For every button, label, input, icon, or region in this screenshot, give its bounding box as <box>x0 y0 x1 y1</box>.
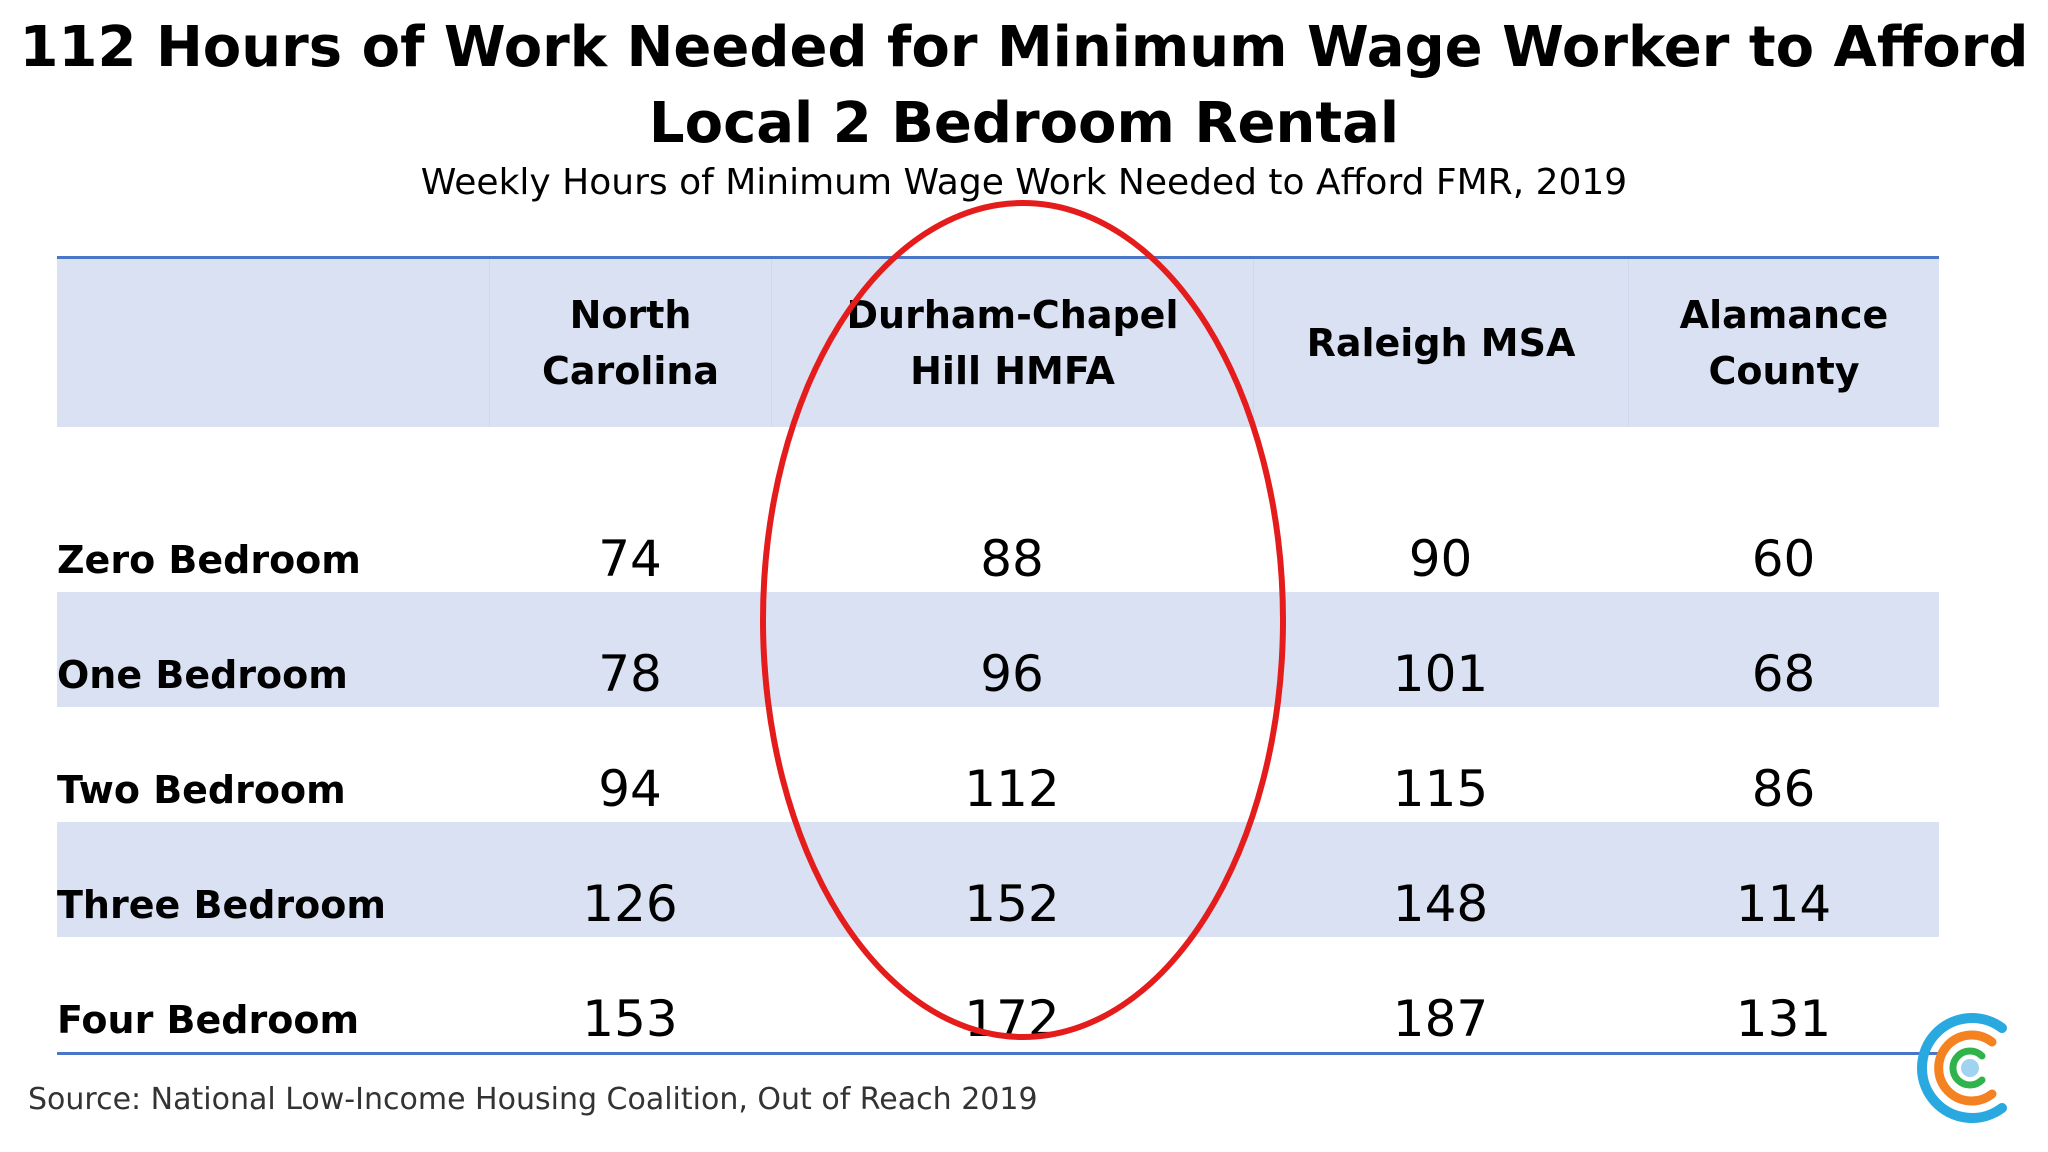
organization-logo-icon <box>1917 1013 2007 1123</box>
value-cell: 96 <box>980 645 1044 703</box>
header-cell-raleigh-msa: Raleigh MSA <box>1253 259 1628 427</box>
header-line: Durham-Chapel <box>846 293 1179 337</box>
value-cell: 101 <box>1392 645 1489 703</box>
table-spacer <box>57 427 1939 477</box>
header-line: Hill HMFA <box>910 349 1115 393</box>
header-line: Alamance <box>1679 293 1889 337</box>
value-cell: 187 <box>1392 990 1489 1048</box>
table-header-row: North Carolina Durham-Chapel Hill HMFA Ral… <box>57 259 1939 427</box>
value-cell: 74 <box>598 530 662 588</box>
value-cell: 94 <box>598 760 662 818</box>
row-label: Four Bedroom <box>57 998 360 1042</box>
row-label: One Bedroom <box>57 653 348 697</box>
table-row: One Bedroom 78 96 101 68 <box>57 592 1939 707</box>
value-cell: 86 <box>1751 760 1816 818</box>
table-row: Three Bedroom 126 152 148 114 <box>57 822 1939 937</box>
table-row: Four Bedroom 153 172 187 131 <box>57 937 1939 1055</box>
value-cell: 131 <box>1735 990 1832 1048</box>
table-row: Two Bedroom 94 112 115 86 <box>57 707 1939 822</box>
value-cell: 112 <box>964 760 1060 818</box>
data-table: North Carolina Durham-Chapel Hill HMFA Ral… <box>57 256 1939 1055</box>
value-cell: 88 <box>980 530 1044 588</box>
value-cell: 78 <box>598 645 662 703</box>
row-label: Three Bedroom <box>57 883 386 927</box>
header-cell-durham-chapel-hill: Durham-Chapel Hill HMFA <box>771 259 1253 427</box>
row-label: Zero Bedroom <box>57 538 361 582</box>
header-cell-blank <box>57 259 489 427</box>
value-cell: 90 <box>1408 530 1473 588</box>
value-cell: 115 <box>1392 760 1489 818</box>
table-row: Zero Bedroom 74 88 90 60 <box>57 477 1939 592</box>
header-line: Raleigh MSA <box>1306 321 1576 365</box>
header-cell-north-carolina: North Carolina <box>489 259 771 427</box>
value-cell: 60 <box>1751 530 1816 588</box>
header-cell-alamance-county: Alamance County <box>1628 259 1939 427</box>
header-line: Carolina <box>541 349 720 393</box>
header-line: County <box>1708 349 1860 393</box>
chart-title: 112 Hours of Work Needed for Minimum Wag… <box>19 15 2029 156</box>
value-cell: 152 <box>964 875 1060 933</box>
value-cell: 172 <box>964 990 1060 1048</box>
header-line: North <box>569 293 692 337</box>
row-label: Two Bedroom <box>57 768 346 812</box>
source-note: Source: National Low-Income Housing Coal… <box>28 1082 1038 1117</box>
value-cell: 126 <box>582 875 678 933</box>
value-cell: 148 <box>1392 875 1489 933</box>
value-cell: 153 <box>582 990 678 1048</box>
value-cell: 68 <box>1751 645 1816 703</box>
value-cell: 114 <box>1735 875 1832 933</box>
chart-subtitle: Weekly Hours of Minimum Wage Work Needed… <box>420 162 1628 203</box>
